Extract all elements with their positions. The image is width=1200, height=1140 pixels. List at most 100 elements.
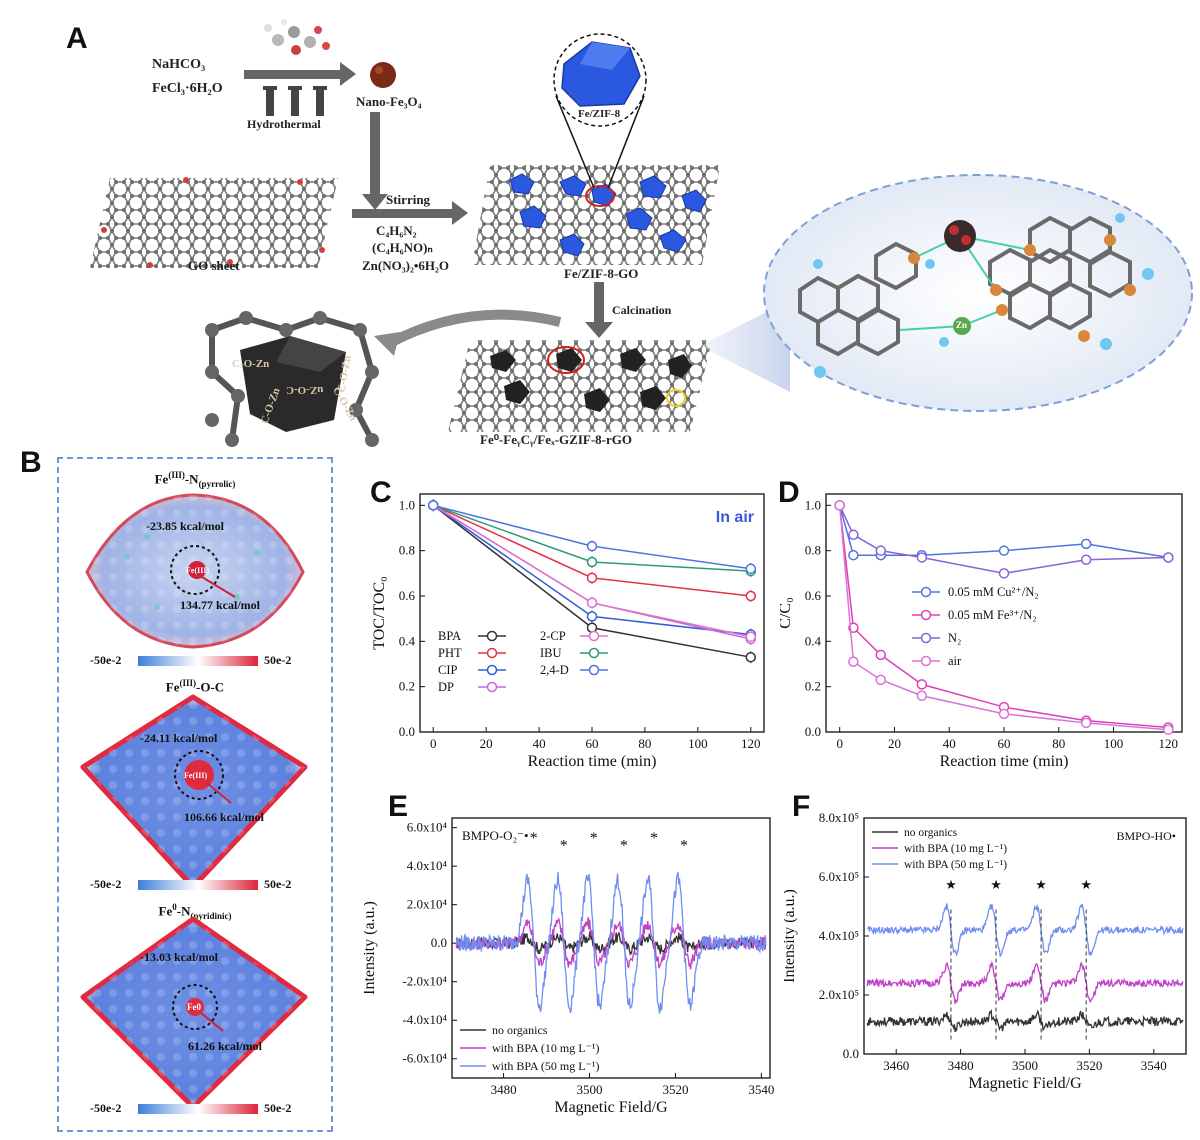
data-point [745, 590, 757, 602]
y-axis-label: Intensity (a.u.) [364, 901, 378, 995]
legend-label: no organics [904, 827, 958, 839]
x-tick-label: 0 [430, 736, 437, 751]
legend-label: PHT [438, 646, 462, 660]
panel-label-f: F [792, 790, 811, 823]
y-tick-label: 4.0x10⁴ [407, 858, 448, 873]
fe-cluster [944, 220, 976, 252]
colorbar-2 [138, 880, 258, 890]
legend-marker [486, 647, 498, 659]
chart-c-toc-removal: 0 20 40 60 80 100 120 0.0 0.2 0.4 0.6 0.8 1.0 Reactio… [372, 493, 765, 770]
data-point [998, 545, 1010, 556]
chart-d-concentration: 0 20 40 60 80 100 120 0.0 0.2 0.4 0.6 0.8 1.0 Reactio… [780, 493, 1183, 770]
bmpo-ho-annotation: BMPO-HO• [1116, 829, 1176, 843]
epr-series-line [866, 903, 1184, 957]
data-point [586, 597, 598, 609]
x-tick-label: 3460 [883, 1058, 909, 1073]
fe-zif8-label: Fe/ZIF-8 [578, 108, 621, 120]
hydrothermal-label: Hydrothermal [247, 117, 321, 131]
peak-marker: * [560, 838, 568, 855]
legend-label: with BPA (10 mg L⁻¹) [492, 1041, 600, 1055]
peak-marker: ★ [1080, 877, 1092, 892]
x-axis-label: Magnetic Field/G [554, 1099, 668, 1116]
legend-label: CIP [438, 663, 458, 677]
reagent-polymer: (C₄H₆NO)ₙ [372, 240, 433, 255]
data-point [586, 540, 598, 552]
zn-oxide-structure [205, 311, 379, 447]
x-tick-label: 80 [1052, 736, 1065, 751]
legend-label: BPA [438, 629, 461, 643]
peak-marker: ★ [990, 877, 1002, 892]
peak-marker: * [530, 830, 538, 847]
bmpo-o2-annotation: BMPO-O₂⁻• [462, 828, 529, 843]
data-point [586, 572, 598, 584]
esp-map-3 [80, 916, 308, 1110]
peak-marker: * [590, 830, 598, 847]
x-tick-label: 120 [741, 736, 761, 751]
panel-label-e: E [388, 790, 409, 823]
data-point [1080, 717, 1092, 729]
esp-1-center-label: Fe(III) [186, 566, 210, 575]
colorbar-2-min: -50e-2 [90, 877, 122, 891]
x-tick-label: 0 [836, 736, 843, 751]
epr-series-line [866, 1008, 1184, 1033]
data-point [875, 674, 887, 686]
synthesis-scheme: NaHCO₃ FeCl₃·6H₂O Hydrothermal Nano-Fe₃O… [0, 0, 1200, 450]
colorbar-1-min: -50e-2 [90, 653, 122, 667]
data-point [1080, 538, 1092, 550]
x-tick-label: 3500 [1012, 1058, 1038, 1073]
legend-label: with BPA (10 mg L⁻¹) [904, 843, 1007, 855]
calcination-label: Calcination [612, 303, 672, 317]
data-point [1163, 724, 1174, 735]
y-tick-label: -2.0x10⁴ [402, 974, 447, 989]
product-sheet [448, 340, 712, 432]
data-point [834, 500, 845, 511]
x-tick-label: 20 [888, 736, 901, 751]
x-tick-label: 20 [480, 736, 493, 751]
series-line [839, 505, 1169, 575]
legend-marker [920, 655, 932, 667]
reagent-c4h6n2: C₄H₆N₂ [376, 223, 417, 238]
legend-label: 2,4-D [540, 663, 569, 677]
esp-2-top-energy: -24.11 kcal/mol [140, 731, 218, 745]
peak-marker: * [650, 830, 658, 847]
zn-atom-label: Zn [956, 320, 968, 330]
hydrothermal-arrow [340, 62, 356, 86]
stirring-label: Stirring [386, 192, 431, 207]
legend-label: 2-CP [540, 629, 566, 643]
panel-label-b: B [20, 446, 42, 479]
y-tick-label: -6.0x10⁴ [402, 1051, 447, 1066]
x-axis-label: Reaction time (min) [528, 753, 657, 770]
data-point [848, 656, 859, 667]
esp-1-top-energy: -23.85 kcal/mol [146, 519, 224, 533]
legend-label: with BPA (50 mg L⁻¹) [492, 1059, 600, 1073]
y-tick-label: 1.0 [399, 497, 415, 512]
x-tick-label: 60 [586, 736, 599, 751]
calcination-arrow [585, 322, 613, 338]
legend-marker [588, 647, 600, 659]
legend-marker [486, 681, 498, 693]
data-point [1163, 552, 1174, 563]
legend-label: DP [438, 680, 454, 694]
esp-map-1 [85, 493, 305, 649]
peak-marker: ★ [1035, 877, 1047, 892]
data-point [916, 690, 928, 701]
colorbar-1-max: 50e-2 [264, 653, 292, 667]
esp-maps-panel [57, 457, 333, 1132]
chart-f-epr-hydroxyl: 3460 3480 3500 3520 3540 0.0 2.0x10⁵ 4.0x10⁵ 6.0… [784, 810, 1187, 1092]
legend-marker [486, 630, 498, 642]
y-tick-label: 1.0 [805, 497, 821, 512]
panel-label-a: A [66, 22, 88, 55]
y-tick-label: 8.0x10⁵ [819, 810, 859, 825]
esp-2-center-label: Fe(III) [184, 771, 208, 780]
y-tick-label: 0.4 [805, 633, 822, 648]
reagent-zinc-nitrate: Zn(NO₃)₂•6H₂O [362, 258, 450, 273]
legend-marker [588, 630, 600, 642]
data-point [745, 563, 757, 575]
legend-label: air [948, 654, 962, 668]
x-tick-label: 3540 [1141, 1058, 1167, 1073]
fe-zif8-go-label: Fe/ZIF-8-GO [564, 266, 639, 281]
carbonized-particles [490, 348, 692, 412]
y-tick-label: 0.2 [399, 679, 415, 694]
reagent-nahco3: NaHCO₃ [152, 57, 206, 72]
esp-map-3-title: Fe0-N(pyridinic) [158, 902, 232, 921]
